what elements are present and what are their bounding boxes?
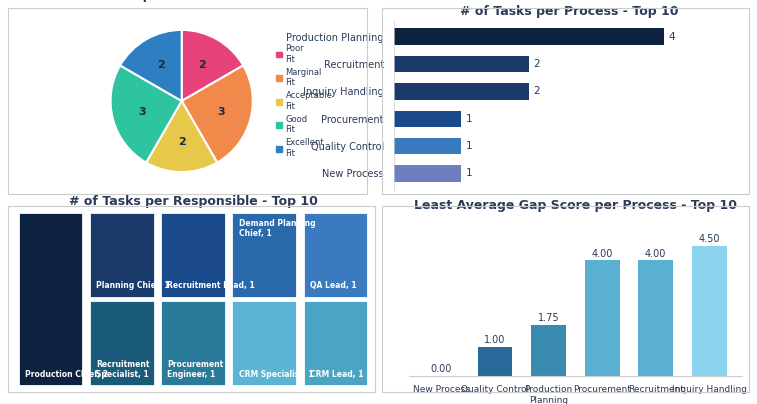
Text: 1: 1 bbox=[466, 168, 472, 179]
FancyBboxPatch shape bbox=[89, 212, 154, 297]
Bar bbox=[478, 347, 512, 376]
Bar bbox=[531, 325, 566, 376]
Bar bbox=[638, 260, 673, 376]
FancyBboxPatch shape bbox=[232, 212, 297, 297]
Title: Least Average Gap Score per Process - Top 10: Least Average Gap Score per Process - To… bbox=[414, 198, 737, 212]
Legend: Poor
Fit, Marginal
Fit, Acceptable
Fit, Good
Fit, Excellent
Fit: Poor Fit, Marginal Fit, Acceptable Fit, … bbox=[275, 42, 334, 160]
Title: Gap Distribution: Gap Distribution bbox=[124, 0, 239, 2]
Wedge shape bbox=[182, 65, 253, 162]
Text: 4.00: 4.00 bbox=[645, 248, 666, 259]
Bar bbox=[584, 260, 619, 376]
Text: Recruitment Lead, 1: Recruitment Lead, 1 bbox=[167, 282, 255, 290]
Title: # of Tasks per Responsible - Top 10: # of Tasks per Responsible - Top 10 bbox=[69, 194, 317, 208]
FancyBboxPatch shape bbox=[160, 301, 226, 386]
Text: 2: 2 bbox=[198, 60, 206, 70]
Bar bbox=[394, 83, 529, 99]
FancyBboxPatch shape bbox=[303, 212, 368, 297]
Text: 1.75: 1.75 bbox=[537, 314, 559, 324]
Text: QA Lead, 1: QA Lead, 1 bbox=[310, 282, 357, 290]
FancyBboxPatch shape bbox=[89, 301, 154, 386]
Wedge shape bbox=[182, 30, 243, 101]
Text: 4.50: 4.50 bbox=[699, 234, 720, 244]
Text: 0.00: 0.00 bbox=[431, 364, 452, 374]
Text: 3: 3 bbox=[138, 107, 145, 117]
Bar bbox=[394, 138, 461, 154]
Text: 2: 2 bbox=[533, 59, 540, 69]
Title: # of Tasks per Process - Top 10: # of Tasks per Process - Top 10 bbox=[460, 4, 679, 18]
Wedge shape bbox=[146, 101, 217, 172]
Text: 2: 2 bbox=[533, 86, 540, 97]
Text: 2: 2 bbox=[178, 137, 185, 147]
FancyBboxPatch shape bbox=[232, 301, 297, 386]
Bar bbox=[394, 165, 461, 182]
Text: CRM Specialist, 1: CRM Specialist, 1 bbox=[238, 370, 313, 379]
Text: 4.00: 4.00 bbox=[591, 248, 613, 259]
Text: 3: 3 bbox=[218, 107, 226, 117]
Bar bbox=[394, 56, 529, 72]
Text: Production Chief, 2: Production Chief, 2 bbox=[25, 370, 108, 379]
Text: 2: 2 bbox=[157, 60, 165, 70]
Text: Recruitment
Specialist, 1: Recruitment Specialist, 1 bbox=[96, 360, 150, 379]
Text: 1.00: 1.00 bbox=[484, 335, 506, 345]
FancyBboxPatch shape bbox=[303, 301, 368, 386]
FancyBboxPatch shape bbox=[18, 212, 83, 386]
FancyBboxPatch shape bbox=[160, 212, 226, 297]
Text: CRM Lead, 1: CRM Lead, 1 bbox=[310, 370, 363, 379]
Text: 4: 4 bbox=[668, 32, 675, 42]
Text: 1: 1 bbox=[466, 141, 472, 151]
Bar bbox=[394, 28, 665, 45]
Text: Demand Planning
Chief, 1: Demand Planning Chief, 1 bbox=[238, 219, 315, 238]
Text: Procurement
Engineer, 1: Procurement Engineer, 1 bbox=[167, 360, 223, 379]
Wedge shape bbox=[120, 30, 182, 101]
Bar bbox=[394, 111, 461, 127]
Text: 1: 1 bbox=[466, 114, 472, 124]
Wedge shape bbox=[111, 65, 182, 162]
Text: Planning Chief, 1: Planning Chief, 1 bbox=[96, 282, 170, 290]
Bar bbox=[692, 246, 727, 376]
